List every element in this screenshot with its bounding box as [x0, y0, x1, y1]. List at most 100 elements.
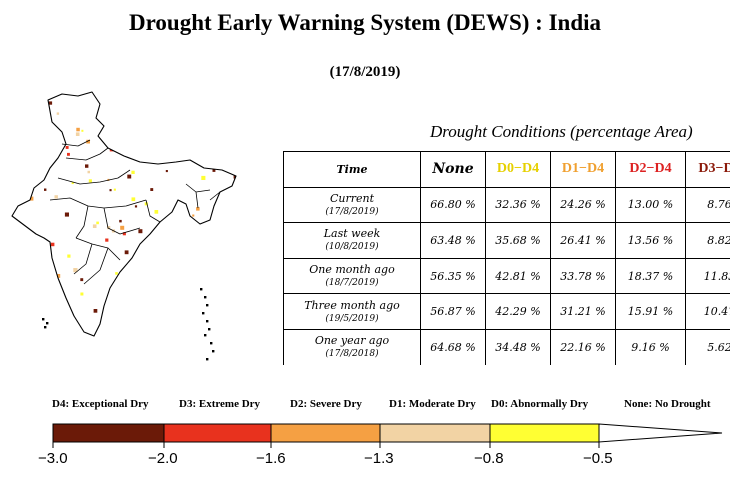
drought-cell — [123, 115, 127, 119]
drought-cell — [235, 207, 236, 212]
drought-cell — [143, 96, 148, 101]
island-mark — [208, 328, 211, 331]
drought-cell — [196, 207, 200, 211]
island-mark — [206, 320, 209, 323]
value-cell: 10.47 — [685, 293, 730, 330]
drought-cell — [228, 281, 232, 284]
value-cell: 42.81 % — [485, 257, 551, 295]
drought-cell — [56, 274, 61, 278]
island-mark — [206, 304, 209, 307]
value-cell: 42.29 % — [485, 293, 551, 330]
value-cell: 5.62 — [685, 328, 730, 365]
drought-cell — [172, 287, 175, 290]
drought-cell — [81, 129, 84, 132]
row-date: (17/8/2018) — [325, 349, 379, 360]
drought-cell — [66, 307, 70, 311]
colorbar-segment-d2 — [270, 423, 381, 443]
drought-cell — [67, 254, 71, 258]
india-outline — [11, 91, 237, 337]
state-boundaries — [49, 139, 221, 285]
drought-cell — [205, 282, 209, 286]
drought-cell — [13, 289, 17, 293]
legend-colorbar — [52, 423, 723, 448]
value-cell: 32.36 % — [485, 186, 551, 224]
drought-cell — [158, 326, 163, 331]
legend-label-d0: D0: Abnormally Dry — [491, 398, 589, 410]
drought-cell — [222, 329, 225, 333]
island-mark — [46, 322, 49, 325]
tick-label: −2.0 — [148, 450, 178, 467]
row-date: (19/5/2019) — [325, 313, 379, 324]
row-label: Last week — [323, 227, 381, 241]
table-header-row: Time None D0−D4 D1−D4 D2−D4 D3−D4 — [283, 151, 730, 188]
drought-cell — [211, 133, 216, 139]
island-mark — [44, 326, 47, 329]
report-date: (17/8/2019) — [329, 64, 401, 80]
legend-label-d4: D4: Exceptional Dry — [52, 398, 149, 410]
drought-cell — [240, 96, 243, 99]
drought-cell — [105, 238, 109, 242]
drought-cell — [29, 196, 34, 201]
value-cell: 26.41 % — [550, 222, 616, 259]
value-cell: 8.82 — [685, 222, 730, 259]
tick-label: −3.0 — [38, 450, 68, 467]
row-label: One month ago — [309, 263, 395, 277]
drought-cell — [189, 256, 193, 259]
drought-cell — [92, 224, 97, 228]
drought-conditions-table: Time None D0−D4 D1−D4 D2−D4 D3−D4 Curren… — [283, 151, 730, 365]
table-caption: Drought Conditions (percentage Area) — [430, 122, 693, 141]
drought-cell — [224, 258, 228, 262]
drought-cell — [54, 195, 58, 199]
drought-cell — [212, 169, 216, 172]
table-row: One year ago (17/8/2018) 64.68 % 34.48 % … — [283, 328, 730, 365]
table-row: Last week (10/8/2019) 63.48 % 35.68 % 26.… — [283, 222, 730, 259]
drought-cell — [191, 227, 195, 230]
tick-label: −1.6 — [256, 450, 286, 467]
drought-cell — [234, 332, 236, 336]
value-cell: 33.78 % — [550, 257, 616, 295]
row-date: (18/7/2019) — [325, 278, 379, 289]
drought-cell — [171, 283, 176, 288]
drought-cell — [138, 332, 144, 336]
colorbar-segment-d1 — [379, 423, 491, 443]
value-cell: 31.21 % — [550, 293, 616, 330]
drought-cell — [56, 112, 60, 115]
drought-cell — [180, 143, 184, 147]
drought-cell — [188, 321, 192, 325]
row-label: Current — [329, 191, 375, 205]
island-mark — [200, 288, 203, 291]
drought-cell — [149, 257, 154, 261]
drought-cell — [76, 127, 80, 132]
drought-cell — [120, 225, 125, 230]
drought-cell — [65, 146, 69, 149]
row-label: One year ago — [314, 334, 390, 348]
drought-cell — [34, 131, 38, 135]
drought-cell — [162, 321, 167, 326]
legend-label-d2: D2: Severe Dry — [290, 398, 362, 410]
value-cell: 56.87 % — [420, 293, 486, 330]
drought-cell — [25, 196, 30, 201]
drought-cell — [45, 140, 49, 144]
drought-cell — [147, 118, 151, 121]
drought-cell — [52, 280, 56, 284]
drought-cell — [183, 118, 188, 122]
drought-cell — [197, 140, 202, 145]
tick-label: −0.5 — [583, 450, 613, 467]
value-cell: 18.37 % — [615, 257, 686, 295]
legend-label-none: None: No Drought — [624, 398, 711, 410]
tick-label: −1.3 — [364, 450, 394, 467]
island-mark — [42, 318, 45, 321]
drought-cell — [23, 272, 27, 277]
drought-cell — [144, 202, 148, 206]
drought-cell — [109, 189, 112, 192]
drought-cell — [52, 288, 57, 293]
drought-cell — [87, 170, 90, 174]
drought-cell — [223, 213, 227, 217]
drought-cell — [175, 290, 179, 294]
header-d2-d4: D2−D4 — [615, 151, 686, 188]
colorbar-segment-d4 — [52, 423, 165, 443]
tick-label: −0.8 — [474, 450, 504, 467]
drought-cell — [30, 180, 33, 183]
drought-cell — [46, 243, 51, 247]
drought-cell — [212, 113, 215, 117]
